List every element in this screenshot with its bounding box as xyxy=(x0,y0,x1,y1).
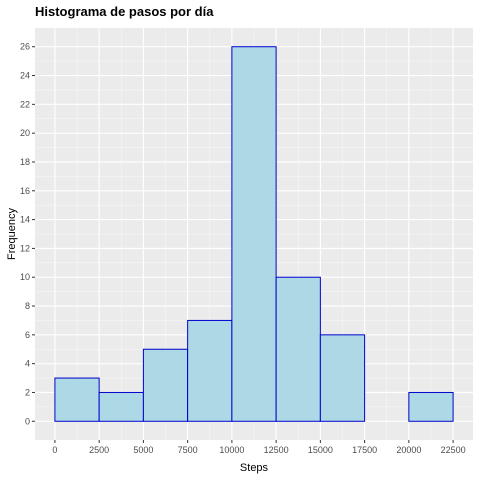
x-tick-label: 2500 xyxy=(89,445,109,455)
x-axis-ticks: 0 2500 5000 7500 10000 12500 15000 17500 20000 22… xyxy=(52,440,466,455)
y-axis-title: Frequency xyxy=(6,208,18,260)
histogram-bar xyxy=(275,276,321,422)
x-tick-label: 5000 xyxy=(133,445,153,455)
histogram-bar xyxy=(142,348,189,422)
x-tick-label: 12500 xyxy=(264,445,289,455)
y-tick-label: 4 xyxy=(25,359,30,369)
histogram-bar xyxy=(231,46,277,422)
histogram-bars xyxy=(54,46,454,422)
chart-title: Histograma de pasos por día xyxy=(35,4,214,19)
x-tick-label: 22500 xyxy=(441,445,466,455)
histogram-bar xyxy=(319,334,366,422)
y-tick-label: 10 xyxy=(20,272,30,282)
y-tick-label: 16 xyxy=(20,186,30,196)
y-tick-label: 22 xyxy=(20,99,30,109)
x-tick-label: 20000 xyxy=(396,445,421,455)
x-tick-label: 7500 xyxy=(178,445,198,455)
histogram-bar xyxy=(54,377,100,422)
x-tick-label: 0 xyxy=(52,445,57,455)
x-axis-title: Steps xyxy=(240,462,269,474)
histogram-bar xyxy=(98,391,144,422)
y-tick-label: 6 xyxy=(25,330,30,340)
histogram-bar xyxy=(408,391,454,422)
y-tick-label: 26 xyxy=(20,42,30,52)
y-tick-label: 8 xyxy=(25,301,30,311)
x-tick-label: 15000 xyxy=(308,445,333,455)
histogram-bar xyxy=(187,319,233,422)
y-tick-label: 18 xyxy=(20,157,30,167)
y-tick-label: 2 xyxy=(25,387,30,397)
y-tick-label: 0 xyxy=(25,416,30,426)
y-tick-label: 12 xyxy=(20,243,30,253)
x-tick-label: 17500 xyxy=(352,445,377,455)
y-tick-label: 20 xyxy=(20,128,30,138)
y-tick-label: 14 xyxy=(20,215,30,225)
y-tick-label: 24 xyxy=(20,71,30,81)
x-tick-label: 10000 xyxy=(219,445,244,455)
